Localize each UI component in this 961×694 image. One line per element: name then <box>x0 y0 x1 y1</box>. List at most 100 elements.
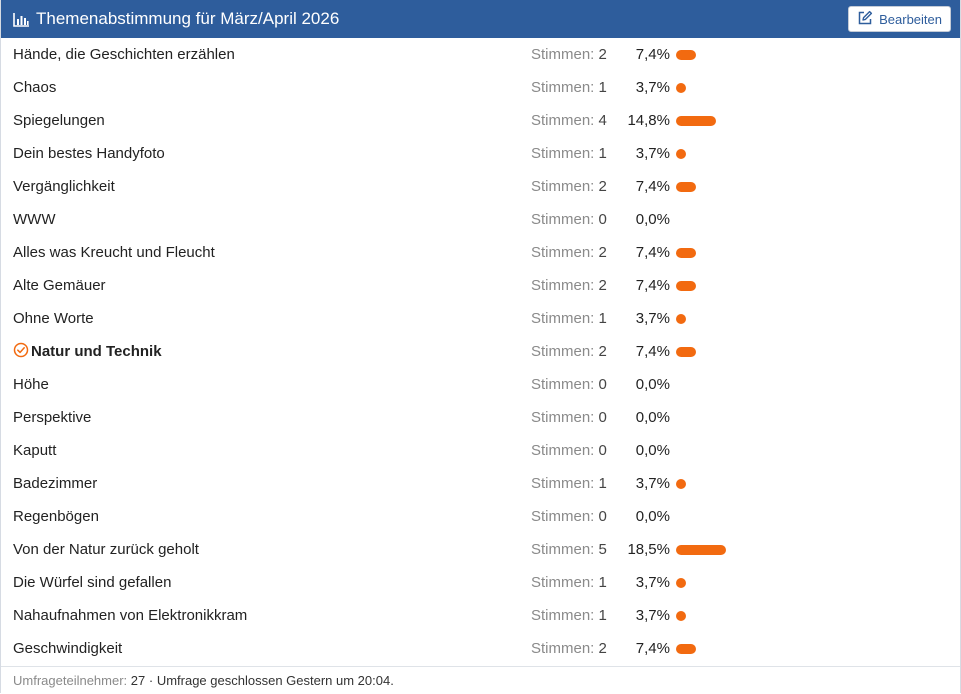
vote-percent: 3,7% <box>635 574 670 591</box>
votes-label: Stimmen: <box>531 541 595 558</box>
votes-label: Stimmen: <box>531 343 595 360</box>
poll-option-row: Nahaufnahmen von Elektronikkram Stimmen: … <box>1 599 960 632</box>
vote-count: Stimmen: 0 <box>531 211 607 228</box>
edit-icon <box>857 10 873 29</box>
votes-label: Stimmen: <box>531 409 595 426</box>
vote-percent: 3,7% <box>635 475 670 492</box>
vote-bar <box>676 115 716 126</box>
votes-value: 1 <box>598 574 607 591</box>
option-label: Dein bestes Handyfoto <box>13 145 165 162</box>
vote-percent: 14,8% <box>627 112 670 129</box>
option-label: Chaos <box>13 79 56 96</box>
votes-value: 0 <box>598 376 607 393</box>
participants-label: Umfrageteilnehmer: <box>13 673 128 688</box>
poll-option-row: Alte Gemäuer Stimmen: 2 7,4% <box>1 269 960 302</box>
votes-label: Stimmen: <box>531 277 595 294</box>
option-label: Alles was Kreucht und Fleucht <box>13 244 215 261</box>
votes-label: Stimmen: <box>531 211 595 228</box>
vote-count: Stimmen: 2 <box>531 46 607 63</box>
votes-value: 1 <box>598 607 607 624</box>
option-label-text: Von der Natur zurück geholt <box>13 541 199 558</box>
option-label: Vergänglichkeit <box>13 178 115 195</box>
option-label-text: Höhe <box>13 376 49 393</box>
vote-count: Stimmen: 0 <box>531 376 607 393</box>
vote-percent: 0,0% <box>635 409 670 426</box>
votes-label: Stimmen: <box>531 475 595 492</box>
edit-button-label: Bearbeiten <box>879 11 942 27</box>
vote-count: Stimmen: 1 <box>531 310 607 327</box>
votes-value: 4 <box>598 112 607 129</box>
poll-option-row: Hände, die Geschichten erzählen Stimmen: … <box>1 38 960 71</box>
votes-label: Stimmen: <box>531 46 595 63</box>
poll-option-row: Höhe Stimmen: 0 0,0% <box>1 368 960 401</box>
option-label: Die Würfel sind gefallen <box>13 574 171 591</box>
option-label: Natur und Technik <box>13 342 162 362</box>
poll-option-row: Geschwindigkeit Stimmen: 2 7,4% <box>1 632 960 665</box>
option-label-text: Geschwindigkeit <box>13 640 123 657</box>
vote-percent: 0,0% <box>635 211 670 228</box>
votes-value: 1 <box>598 310 607 327</box>
poll-title-wrap: Themenabstimmung für März/April 2026 <box>13 9 339 29</box>
option-label: Hände, die Geschichten erzählen <box>13 46 235 63</box>
vote-bar <box>676 346 696 357</box>
option-label: Regenbögen <box>13 508 99 525</box>
poll-option-row: Dein bestes Handyfoto Stimmen: 1 3,7% <box>1 137 960 170</box>
option-label: Von der Natur zurück geholt <box>13 541 199 558</box>
vote-bar <box>676 643 696 654</box>
poll-footer: Umfrageteilnehmer: 27 · Umfrage geschlos… <box>1 666 960 694</box>
option-label: Badezimmer <box>13 475 97 492</box>
poll-header: Themenabstimmung für März/April 2026 Bea… <box>1 0 960 38</box>
vote-bar <box>676 181 696 192</box>
vote-count: Stimmen: 1 <box>531 145 607 162</box>
option-label-text: Alles was Kreucht und Fleucht <box>13 244 215 261</box>
votes-value: 1 <box>598 79 607 96</box>
vote-bar <box>676 577 686 588</box>
option-label: Kaputt <box>13 442 56 459</box>
vote-count: Stimmen: 1 <box>531 607 607 624</box>
vote-bar <box>676 247 696 258</box>
votes-label: Stimmen: <box>531 79 595 96</box>
poll-option-row: Vergänglichkeit Stimmen: 2 7,4% <box>1 170 960 203</box>
vote-bar <box>676 544 726 555</box>
votes-label: Stimmen: <box>531 442 595 459</box>
poll-option-row: Regenbögen Stimmen: 0 0,0% <box>1 500 960 533</box>
vote-bar <box>676 610 686 621</box>
vote-bar <box>676 280 696 291</box>
votes-value: 0 <box>598 442 607 459</box>
votes-label: Stimmen: <box>531 508 595 525</box>
bar-chart-icon <box>13 12 30 27</box>
votes-label: Stimmen: <box>531 310 595 327</box>
vote-count: Stimmen: 1 <box>531 574 607 591</box>
vote-count: Stimmen: 0 <box>531 442 607 459</box>
option-label-text: Perspektive <box>13 409 92 426</box>
vote-percent: 7,4% <box>635 640 670 657</box>
vote-bar <box>676 148 686 159</box>
votes-label: Stimmen: <box>531 244 595 261</box>
votes-value: 0 <box>598 211 607 228</box>
vote-count: Stimmen: 2 <box>531 178 607 195</box>
vote-count: Stimmen: 5 <box>531 541 607 558</box>
poll-status: · Umfrage geschlossen Gestern um 20:04. <box>148 673 394 688</box>
vote-percent: 7,4% <box>635 178 670 195</box>
option-label-text: Kaputt <box>13 442 57 459</box>
participants-count: 27 <box>130 673 146 688</box>
votes-value: 2 <box>598 46 607 63</box>
option-label-text: Die Würfel sind gefallen <box>13 574 172 591</box>
poll-options: Hände, die Geschichten erzählen Stimmen: … <box>1 38 960 665</box>
poll-option-row: Chaos Stimmen: 1 3,7% <box>1 71 960 104</box>
vote-count: Stimmen: 0 <box>531 409 607 426</box>
votes-value: 2 <box>598 277 607 294</box>
edit-button[interactable]: Bearbeiten <box>848 6 951 32</box>
vote-bar <box>676 313 686 324</box>
vote-percent: 3,7% <box>635 607 670 624</box>
votes-value: 0 <box>598 508 607 525</box>
votes-label: Stimmen: <box>531 178 595 195</box>
votes-value: 0 <box>598 409 607 426</box>
vote-count: Stimmen: 1 <box>531 79 607 96</box>
option-label: Geschwindigkeit <box>13 640 122 657</box>
vote-percent: 3,7% <box>635 310 670 327</box>
option-label-text: Natur und Technik <box>31 343 162 360</box>
vote-percent: 3,7% <box>635 79 670 96</box>
vote-percent: 0,0% <box>635 508 670 525</box>
